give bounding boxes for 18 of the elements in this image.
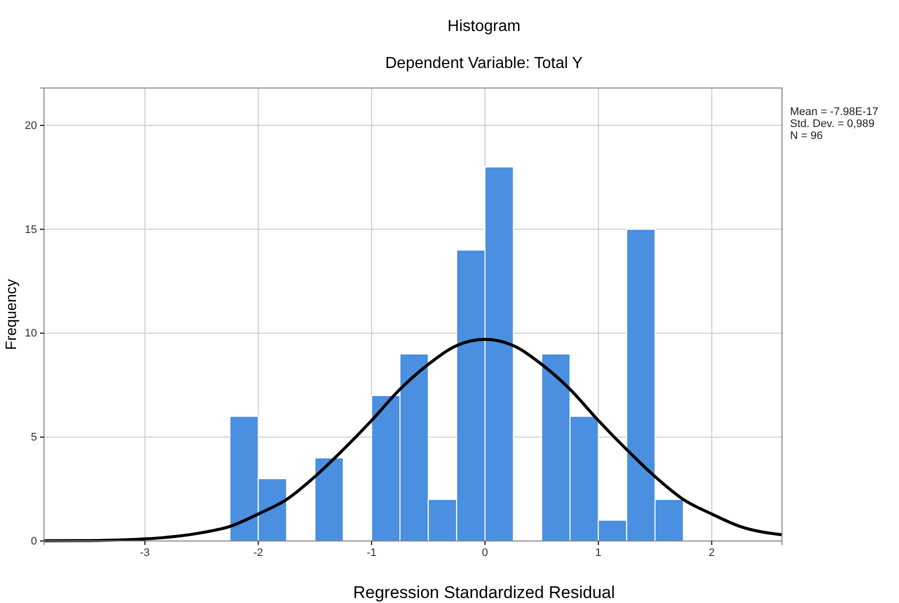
x-tick-label: 1 — [595, 546, 602, 559]
x-tick-label: -3 — [140, 546, 150, 559]
y-tick-label: 10 — [24, 328, 37, 340]
x-tick-label: 0 — [482, 546, 488, 559]
text: N = 96 — [790, 130, 823, 142]
y-tick-label: 20 — [24, 120, 37, 132]
y-axis-title: Frequency — [3, 278, 20, 350]
chart-title: Histogram — [448, 18, 520, 35]
text: Std. Dev. = 0,989 — [790, 118, 874, 130]
y-tick-label: 0 — [30, 536, 37, 548]
y-tick-label: 5 — [30, 432, 37, 444]
text: Mean = -7.98E-17 — [790, 106, 878, 118]
x-tick-label: 2 — [708, 546, 715, 559]
x-tick-label: -2 — [253, 546, 264, 559]
x-axis-title: Regression Standardized Residual — [353, 583, 615, 602]
chart-subtitle: Dependent Variable: Total Y — [385, 55, 584, 72]
y-tick-label: 15 — [24, 224, 37, 236]
x-tick-label: -1 — [366, 546, 377, 559]
